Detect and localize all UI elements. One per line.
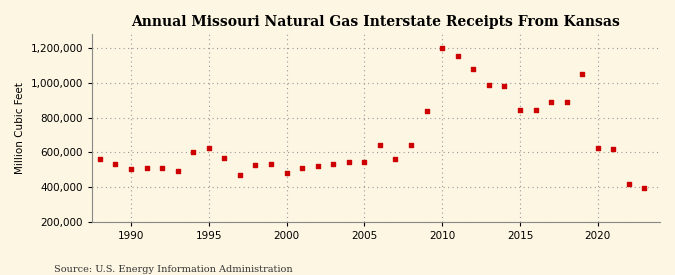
Text: Source: U.S. Energy Information Administration: Source: U.S. Energy Information Administ… (54, 265, 293, 274)
Point (639, 186, 650, 190)
Point (545, 100, 556, 104)
Point (172, 169, 183, 174)
Point (234, 173, 245, 177)
Point (437, 46, 448, 50)
Point (219, 155, 230, 160)
Point (266, 161, 277, 166)
Point (157, 166, 167, 170)
Point (188, 150, 198, 155)
Point (95, 157, 105, 161)
Point (530, 108, 541, 112)
Point (203, 146, 214, 150)
Point (110, 162, 121, 167)
Point (593, 146, 603, 150)
Point (577, 72, 588, 76)
Point (608, 147, 619, 151)
Point (514, 108, 525, 112)
Point (421, 108, 432, 113)
Y-axis label: Million Cubic Feet: Million Cubic Feet (15, 82, 25, 174)
Point (468, 67, 479, 71)
Point (406, 143, 416, 148)
Point (359, 160, 370, 164)
Point (313, 164, 323, 168)
Point (250, 163, 261, 167)
Point (297, 166, 308, 170)
Point (375, 143, 385, 148)
Point (281, 171, 292, 175)
Point (141, 166, 152, 170)
Title: Annual Missouri Natural Gas Interstate Receipts From Kansas: Annual Missouri Natural Gas Interstate R… (132, 15, 620, 29)
Point (499, 84, 510, 89)
Point (624, 182, 634, 187)
Point (452, 54, 463, 58)
Point (483, 82, 494, 87)
Point (390, 157, 401, 161)
Point (344, 160, 354, 164)
Point (328, 162, 339, 167)
Point (561, 100, 572, 104)
Point (126, 167, 136, 171)
